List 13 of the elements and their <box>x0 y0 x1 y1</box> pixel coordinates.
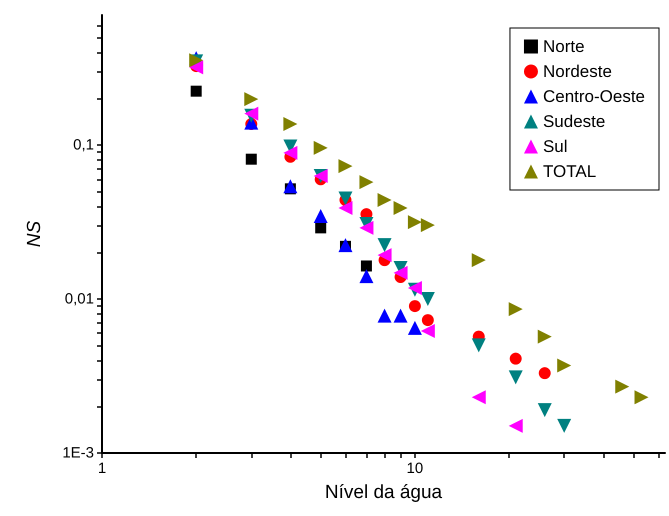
legend-label: Sudeste <box>542 112 606 131</box>
y-tick-label: 0,1 <box>73 136 94 154</box>
y-axis-title: NS <box>24 220 45 248</box>
legend-label: Nordeste <box>542 62 612 81</box>
y-tick-label: 1E-3 <box>62 444 94 462</box>
legend-label: Centro-Oeste <box>542 87 646 106</box>
legend-label: Sul <box>542 137 568 156</box>
x-axis-title: Nível da água <box>324 482 443 503</box>
legend-label: Norte <box>542 37 585 56</box>
legend-label: TOTAL <box>542 162 596 181</box>
y-tick-label: 0,01 <box>64 290 94 308</box>
x-tick-label: 10 <box>406 460 424 477</box>
x-tick-label: 1 <box>98 460 106 477</box>
